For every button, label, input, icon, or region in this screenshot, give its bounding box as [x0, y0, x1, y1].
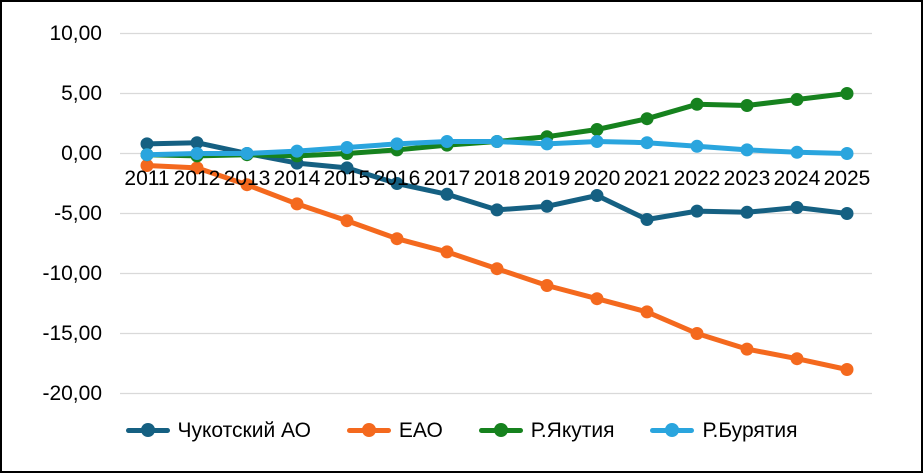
data-point-eao-2020 — [590, 292, 604, 306]
data-point-eao-2025 — [840, 363, 854, 376]
series-line-marker-icon — [478, 423, 523, 437]
data-point-r-yakutia-2021 — [640, 112, 654, 126]
data-point-chukotsky-ao-2018 — [490, 203, 504, 217]
data-point-r-yakutia-2025 — [840, 87, 854, 100]
chart-legend: Чукотский АО ЕАО Р.Якутия Р.Бурятия — [2, 412, 921, 448]
y-tick-label: -10,00 — [42, 262, 102, 285]
x-tick-label: 2024 — [774, 167, 821, 190]
x-tick-label: 2012 — [174, 167, 221, 190]
data-point-eao-2018 — [490, 262, 504, 276]
data-point-chukotsky-ao-2025 — [840, 207, 854, 220]
data-point-r-buryatia-2016 — [390, 137, 404, 151]
x-tick-label: 2017 — [424, 167, 471, 190]
data-point-eao-2014 — [290, 197, 304, 211]
x-tick-label: 2025 — [824, 167, 871, 190]
data-point-r-buryatia-2019 — [540, 137, 554, 151]
x-tick-label: 2021 — [624, 167, 671, 190]
x-tick-label: 2015 — [324, 167, 371, 190]
legend-item-r-buryatia: Р.Бурятия — [650, 420, 797, 441]
data-point-chukotsky-ao-2015 — [340, 161, 354, 175]
data-point-r-buryatia-2012 — [190, 147, 204, 160]
x-tick-label: 2019 — [524, 167, 571, 190]
x-tick-label: 2020 — [574, 167, 621, 190]
data-point-chukotsky-ao-2012 — [190, 136, 204, 150]
data-point-r-buryatia-2015 — [340, 141, 354, 154]
data-point-r-buryatia-2020 — [590, 135, 604, 148]
data-point-chukotsky-ao-2021 — [640, 213, 654, 226]
x-tick-label: 2011 — [124, 167, 169, 190]
data-point-eao-2011 — [140, 159, 154, 172]
legend-label-eao: ЕАО — [398, 418, 443, 442]
y-tick-label: 0,00 — [61, 142, 102, 165]
y-tick-label: -20,00 — [42, 382, 102, 405]
y-tick-label: -5,00 — [54, 202, 102, 225]
data-point-eao-2023 — [740, 342, 754, 356]
data-point-r-yakutia-2023 — [740, 99, 754, 112]
data-point-chukotsky-ao-2019 — [540, 199, 554, 213]
x-tick-label: 2013 — [224, 167, 271, 190]
x-tick-label: 2014 — [274, 167, 321, 190]
data-point-chukotsky-ao-2011 — [140, 137, 154, 151]
data-point-r-buryatia-2024 — [790, 145, 804, 159]
legend-label-chukotsky-ao: Чукотский АО — [177, 418, 311, 442]
data-point-eao-2012 — [190, 161, 204, 175]
data-point-chukotsky-ao-2024 — [790, 201, 804, 214]
data-point-r-buryatia-2013 — [240, 147, 254, 160]
data-point-r-yakutia-2020 — [590, 123, 604, 136]
data-point-eao-2015 — [340, 214, 354, 228]
legend-label-r-yakutia: Р.Якутия — [530, 418, 615, 442]
data-point-r-buryatia-2022 — [690, 139, 704, 153]
data-point-r-buryatia-2023 — [740, 143, 754, 157]
x-tick-label: 2022 — [674, 167, 721, 190]
data-point-chukotsky-ao-2020 — [590, 189, 604, 202]
data-point-r-yakutia-2022 — [690, 97, 704, 111]
data-point-eao-2022 — [690, 327, 704, 340]
legend-item-eao: ЕАО — [346, 418, 443, 442]
data-point-chukotsky-ao-2022 — [690, 204, 704, 218]
data-point-r-buryatia-2025 — [840, 147, 854, 160]
legend-item-r-yakutia: Р.Якутия — [478, 418, 615, 442]
y-tick-label: 5,00 — [61, 82, 102, 105]
data-point-eao-2017 — [440, 245, 454, 259]
data-point-r-buryatia-2017 — [440, 135, 454, 148]
y-tick-label: -15,00 — [42, 322, 102, 345]
series-line-marker-icon — [125, 423, 170, 437]
series-line-marker-icon — [346, 423, 391, 437]
data-point-r-buryatia-2011 — [140, 148, 154, 162]
series-line-marker-icon — [650, 423, 695, 437]
x-tick-label: 2016 — [374, 167, 421, 190]
data-point-r-buryatia-2018 — [490, 135, 504, 148]
data-point-eao-2016 — [390, 232, 404, 246]
data-point-eao-2013 — [240, 178, 254, 192]
y-tick-label: 10,00 — [49, 22, 102, 45]
data-point-chukotsky-ao-2016 — [390, 177, 404, 190]
x-tick-label: 2023 — [724, 167, 771, 190]
data-point-eao-2019 — [540, 279, 554, 292]
data-point-r-buryatia-2021 — [640, 136, 654, 150]
data-point-chukotsky-ao-2017 — [440, 187, 454, 201]
x-tick-label: 2018 — [474, 167, 521, 190]
data-point-r-yakutia-2024 — [790, 93, 804, 106]
data-point-r-buryatia-2014 — [290, 144, 304, 158]
data-point-eao-2024 — [790, 352, 804, 366]
legend-item-chukotsky-ao: Чукотский АО — [125, 418, 311, 442]
data-point-chukotsky-ao-2023 — [740, 205, 754, 219]
data-point-eao-2021 — [640, 305, 654, 319]
legend-label-r-buryatia: Р.Бурятия — [702, 418, 798, 442]
